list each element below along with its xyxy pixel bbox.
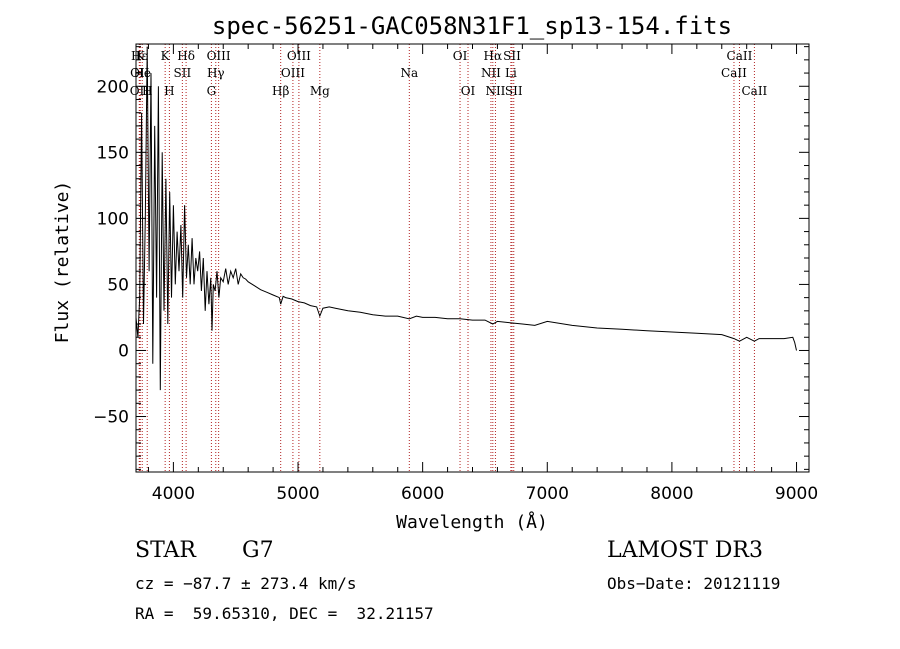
line-marker-label-23: SII bbox=[503, 49, 521, 63]
line-marker-label-27: CaII bbox=[721, 66, 747, 80]
line-marker-label-21: NII bbox=[481, 66, 501, 80]
line-marker-label-13: Hβ bbox=[272, 84, 289, 98]
line-marker-label-24: Li bbox=[505, 66, 517, 80]
y-tick-label: −50 bbox=[93, 408, 129, 428]
x-tick-label: 8000 bbox=[650, 484, 693, 504]
line-marker-label-2: OII bbox=[130, 84, 150, 98]
line-marker-label-19: OI bbox=[461, 84, 476, 98]
y-tick-label: 150 bbox=[97, 143, 129, 163]
x-axis-ticks: 4000 5000 6000 7000 8000 9000 bbox=[147, 44, 818, 504]
y-tick-label: 100 bbox=[97, 209, 129, 229]
emission-line-markers bbox=[138, 44, 755, 472]
x-tick-label: 7000 bbox=[526, 484, 569, 504]
line-marker-label-28: CaII bbox=[741, 84, 767, 98]
line-marker-label-12: G bbox=[207, 84, 217, 98]
redshift-cz: cz = −87.7 ± 273.4 km/s bbox=[135, 574, 357, 593]
x-tick-label: 4000 bbox=[152, 484, 195, 504]
y-tick-label: 200 bbox=[97, 77, 129, 97]
y-tick-label: 0 bbox=[118, 341, 129, 361]
line-marker-label-8: Hδ bbox=[177, 49, 195, 63]
y-axis-label: Flux (relative) bbox=[52, 181, 73, 344]
coordinates: RA = 59.65310, DEC = 32.21157 bbox=[135, 604, 434, 623]
line-marker-label-22: NII bbox=[485, 84, 505, 98]
line-marker-label-26: CaII bbox=[727, 49, 753, 63]
line-marker-label-7: H bbox=[164, 84, 174, 98]
y-tick-label: 50 bbox=[107, 275, 129, 295]
line-marker-label-15: OIII bbox=[281, 66, 305, 80]
line-marker-label-10: OIII bbox=[207, 49, 231, 63]
chart-title: spec-56251-GAC058N31F1_sp13-154.fits bbox=[212, 12, 732, 40]
x-axis-label: Wavelength (Å) bbox=[396, 511, 548, 533]
line-marker-label-9: SII bbox=[174, 66, 192, 80]
line-marker-label-6: K bbox=[161, 49, 171, 63]
x-tick-label: 9000 bbox=[775, 484, 818, 504]
line-marker-label-0: Hε bbox=[131, 49, 148, 63]
line-marker-label-17: Na bbox=[400, 66, 418, 80]
survey-name: LAMOST DR3 bbox=[607, 538, 763, 563]
line-marker-label-1: K bbox=[136, 49, 146, 63]
object-class: STAR bbox=[135, 538, 196, 563]
observation-date: Obs−Date: 20121119 bbox=[607, 574, 781, 593]
plot-frame bbox=[135, 43, 810, 473]
object-subclass: G7 bbox=[242, 538, 274, 563]
x-tick-label: 6000 bbox=[401, 484, 444, 504]
line-marker-label-14: OIII bbox=[287, 49, 311, 63]
spectrum-series-line bbox=[135, 46, 797, 391]
x-tick-label: 5000 bbox=[276, 484, 319, 504]
line-marker-label-18: OI bbox=[453, 49, 468, 63]
line-marker-label-20: Hα bbox=[484, 49, 503, 63]
line-marker-label-25: SII bbox=[505, 84, 523, 98]
line-marker-label-11: Hγ bbox=[207, 66, 225, 80]
y-axis-ticks: −50 0 50 100 150 200 bbox=[93, 46, 809, 470]
line-marker-label-16: Mg bbox=[310, 84, 330, 98]
